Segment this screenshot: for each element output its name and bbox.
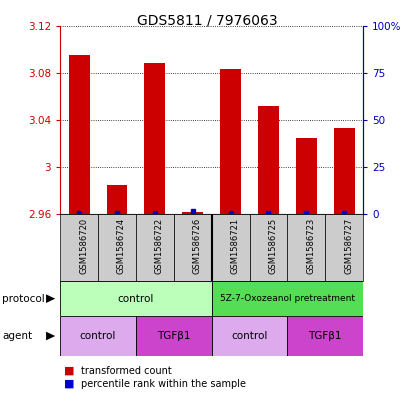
Text: TGFβ1: TGFβ1 — [308, 331, 342, 341]
Text: control: control — [80, 331, 116, 341]
Bar — [136, 214, 174, 281]
Bar — [296, 138, 317, 214]
Bar — [182, 212, 203, 214]
Bar — [174, 214, 212, 281]
Bar — [60, 316, 136, 356]
Text: TGFβ1: TGFβ1 — [157, 331, 190, 341]
Bar — [144, 63, 165, 214]
Bar — [98, 214, 136, 281]
Bar — [107, 185, 127, 214]
Bar — [212, 281, 363, 316]
Text: GSM1586721: GSM1586721 — [231, 218, 239, 274]
Text: GSM1586720: GSM1586720 — [79, 218, 88, 274]
Bar — [334, 128, 354, 214]
Bar — [249, 214, 287, 281]
Text: GSM1586726: GSM1586726 — [193, 218, 202, 274]
Text: control: control — [231, 331, 268, 341]
Text: protocol: protocol — [2, 294, 45, 304]
Bar — [258, 106, 279, 214]
Bar — [220, 69, 241, 214]
Bar — [325, 214, 363, 281]
Text: GDS5811 / 7976063: GDS5811 / 7976063 — [137, 14, 278, 28]
Bar — [212, 214, 249, 281]
Bar — [60, 281, 212, 316]
Text: agent: agent — [2, 331, 32, 341]
Text: ■: ■ — [64, 366, 75, 376]
Bar — [212, 316, 287, 356]
Text: ■: ■ — [64, 378, 75, 389]
Polygon shape — [46, 294, 55, 303]
Bar — [136, 316, 212, 356]
Text: GSM1586724: GSM1586724 — [117, 218, 126, 274]
Bar — [287, 214, 325, 281]
Text: control: control — [118, 294, 154, 304]
Text: GSM1586722: GSM1586722 — [155, 218, 164, 274]
Bar — [287, 316, 363, 356]
Bar — [69, 55, 90, 214]
Text: percentile rank within the sample: percentile rank within the sample — [81, 378, 246, 389]
Text: GSM1586725: GSM1586725 — [269, 218, 278, 274]
Bar — [60, 214, 98, 281]
Text: transformed count: transformed count — [81, 366, 172, 376]
Text: GSM1586723: GSM1586723 — [306, 218, 315, 274]
Text: GSM1586727: GSM1586727 — [344, 218, 353, 274]
Text: 5Z-7-Oxozeanol pretreatment: 5Z-7-Oxozeanol pretreatment — [220, 294, 355, 303]
Polygon shape — [46, 332, 55, 340]
